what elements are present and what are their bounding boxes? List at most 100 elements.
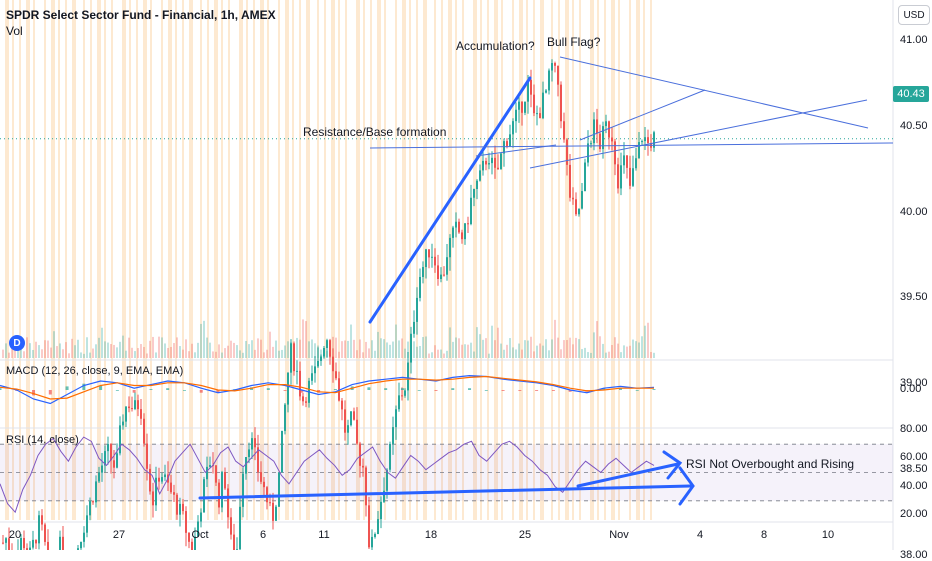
volume-bar xyxy=(476,327,478,358)
session-band xyxy=(90,0,92,520)
volume-bar xyxy=(335,337,337,358)
annotation-rsi[interactable]: RSI Not Overbought and Rising xyxy=(686,457,855,471)
candle-body xyxy=(26,548,28,550)
rsi-tick-label: 60.00 xyxy=(900,451,928,464)
macd-label[interactable]: MACD (12, 26, close, 9, EMA, EMA) xyxy=(6,365,184,377)
volume-bar xyxy=(95,344,97,358)
volume-bar xyxy=(56,346,58,358)
annotation-bull-flag[interactable]: Bull Flag? xyxy=(547,35,601,49)
candle-body xyxy=(623,155,625,166)
session-band xyxy=(72,0,76,520)
candle-body xyxy=(551,63,553,71)
volume-bar xyxy=(578,339,580,358)
session-band xyxy=(558,0,560,520)
candle-body xyxy=(431,256,433,258)
candle-body xyxy=(518,101,520,110)
candle-body xyxy=(629,167,631,186)
session-band xyxy=(590,0,594,520)
rsi-tick-label: 80.00 xyxy=(900,423,928,435)
session-band xyxy=(58,0,60,520)
candle-body xyxy=(263,481,265,488)
volume-bar xyxy=(581,349,583,358)
session-band xyxy=(129,0,131,520)
session-band xyxy=(501,0,503,520)
session-band xyxy=(44,0,46,520)
volume-bar xyxy=(623,345,625,358)
candle-body xyxy=(419,276,421,298)
candle-body xyxy=(383,490,385,502)
x-tick-label: Oct xyxy=(191,529,209,541)
drawings xyxy=(198,56,894,506)
session-band xyxy=(377,0,381,520)
candle-body xyxy=(587,143,589,163)
x-tick-label: 20 xyxy=(8,529,22,541)
macd-histogram-bar xyxy=(602,388,606,390)
candle-body xyxy=(584,162,586,192)
annotation-accumulation[interactable]: Accumulation? xyxy=(456,39,535,53)
candle-body xyxy=(131,408,133,410)
candle-body xyxy=(548,70,550,91)
volume-bar xyxy=(380,338,382,358)
macd-histogram-bar xyxy=(417,390,421,391)
volume-bar xyxy=(368,348,370,358)
volume-bar xyxy=(377,331,379,358)
candle-body xyxy=(323,347,325,357)
candle-body xyxy=(395,409,397,428)
macd-histogram-bar xyxy=(468,388,472,390)
rsi-label[interactable]: RSI (14, close) xyxy=(6,434,79,446)
candle-body xyxy=(626,155,628,168)
volume-bar xyxy=(284,345,286,358)
macd-histogram-bar xyxy=(283,390,287,391)
trendline-flag-bottom xyxy=(579,89,706,141)
volume-bar xyxy=(530,336,532,358)
last-price-tag: 40.43 xyxy=(893,86,929,102)
volume-bar xyxy=(152,336,154,358)
volume-bar xyxy=(125,350,127,358)
candle-body xyxy=(620,165,622,189)
x-tick-label: Nov xyxy=(609,529,629,541)
volume-bar xyxy=(173,343,175,358)
signal-line xyxy=(0,375,654,400)
candle-body xyxy=(290,343,292,373)
candle-body xyxy=(407,362,409,391)
volume-bar xyxy=(164,343,166,358)
volume-bar xyxy=(653,352,655,358)
candle-body xyxy=(644,137,646,142)
candle-body xyxy=(398,395,400,410)
session-band xyxy=(51,0,55,520)
candle-body xyxy=(218,482,220,508)
session-band xyxy=(565,0,569,520)
candle-body xyxy=(44,524,46,542)
session-band xyxy=(494,0,498,520)
volume-bar xyxy=(59,343,61,358)
candle-body xyxy=(368,505,370,548)
candle-body xyxy=(152,491,154,506)
candle-body xyxy=(638,142,640,159)
volume-label: Vol xyxy=(6,24,23,38)
dividend-icon[interactable]: D xyxy=(9,335,25,351)
volume-bar xyxy=(479,334,481,358)
currency-badge[interactable]: USD xyxy=(898,5,930,25)
volume-bar xyxy=(401,338,403,358)
candle-body xyxy=(92,501,94,503)
volume-bar xyxy=(560,349,562,358)
volume-bar xyxy=(620,352,622,358)
annotation-resistance[interactable]: Resistance/Base formation xyxy=(303,125,447,139)
session-band xyxy=(228,0,230,520)
volume-bar xyxy=(89,352,91,358)
macd-histogram-bar xyxy=(166,388,170,390)
macd-tick-label: 0.00 xyxy=(900,383,922,395)
candle-body xyxy=(155,477,157,506)
rsi-tick-label: 20.00 xyxy=(900,508,928,520)
candle-body xyxy=(248,449,250,458)
volume-bar xyxy=(485,338,487,358)
volume-bar xyxy=(113,344,115,358)
session-band xyxy=(189,0,193,520)
candle-body xyxy=(377,519,379,535)
session-band xyxy=(611,0,615,520)
volume-bar xyxy=(626,346,628,358)
volume-bar xyxy=(434,345,436,358)
candle-body xyxy=(350,411,352,426)
candle-body xyxy=(506,141,508,147)
